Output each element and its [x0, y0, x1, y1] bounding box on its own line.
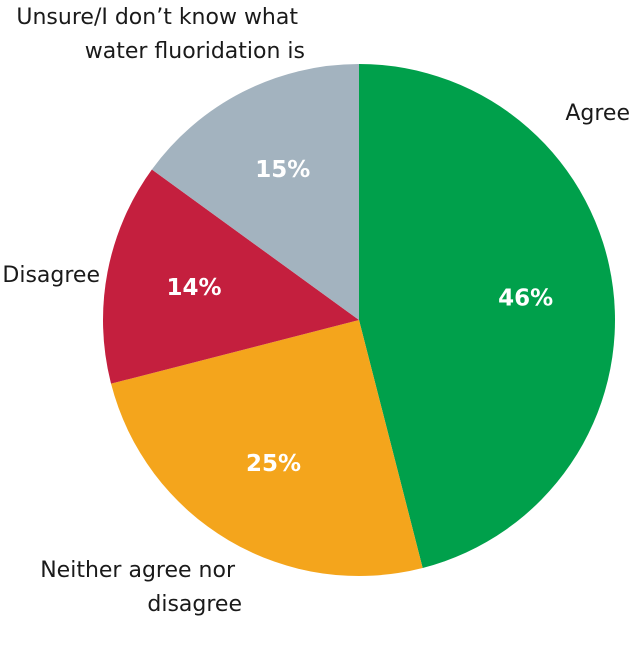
slice-value-label-0: 46% — [498, 285, 553, 311]
category-labels: Unsure/I don’t know what water fluoridat… — [2, 5, 630, 617]
pie-slices — [103, 64, 615, 576]
category-label-unsure-line-1: Unsure/I don’t know what — [16, 5, 298, 30]
category-label-neither-line-1: Neither agree nor — [40, 558, 236, 583]
category-label-neither-line-2: disagree — [147, 592, 242, 617]
category-label-unsure: Unsure/I don’t know what water fluoridat… — [16, 5, 305, 64]
category-label-unsure-line-2: water fluoridation is — [85, 39, 305, 64]
slice-value-label-3: 15% — [255, 157, 310, 183]
pie-slice-2 — [103, 169, 359, 384]
pie-slice-3 — [151, 64, 359, 320]
slice-value-label-2: 14% — [166, 275, 221, 301]
pie-slice-1 — [111, 320, 423, 576]
category-label-agree: Agree — [565, 101, 630, 126]
slice-value-labels: 46% 25% 14% 15% — [166, 157, 553, 477]
pie-slice-0 — [359, 64, 615, 568]
category-label-disagree: Disagree — [2, 263, 100, 288]
slice-value-label-1: 25% — [246, 451, 301, 477]
category-label-neither: Neither agree nor disagree — [40, 558, 242, 617]
